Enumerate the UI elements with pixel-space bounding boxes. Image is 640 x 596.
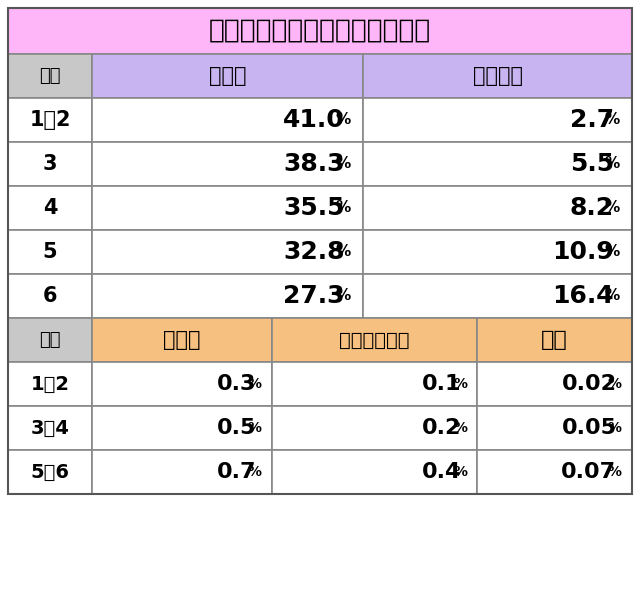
Text: %: % xyxy=(453,465,467,479)
Text: 0.07: 0.07 xyxy=(561,462,616,482)
Bar xyxy=(363,230,632,274)
Text: 0.4: 0.4 xyxy=(422,462,461,482)
Text: 0.02: 0.02 xyxy=(561,374,616,394)
Bar xyxy=(92,274,363,318)
Text: 超高確へ: 超高確へ xyxy=(472,66,522,86)
Bar xyxy=(477,362,632,406)
Bar xyxy=(272,362,477,406)
Text: 38.3: 38.3 xyxy=(284,152,345,176)
Text: %: % xyxy=(608,377,622,391)
Text: %: % xyxy=(248,465,262,479)
Bar xyxy=(363,54,632,98)
Text: 0.7: 0.7 xyxy=(217,462,257,482)
Text: 2.7: 2.7 xyxy=(570,108,614,132)
Bar xyxy=(92,406,272,450)
Bar xyxy=(363,274,632,318)
Bar xyxy=(363,98,632,142)
Bar xyxy=(8,8,632,54)
Text: 高確へ: 高確へ xyxy=(209,66,246,86)
Text: %: % xyxy=(453,421,467,435)
Bar xyxy=(92,142,363,186)
Text: %: % xyxy=(605,288,620,303)
Text: 27.3: 27.3 xyxy=(284,284,345,308)
Text: 0.5: 0.5 xyxy=(217,418,257,438)
Text: ノックアウト: ノックアウト xyxy=(339,331,410,349)
Text: バトル: バトル xyxy=(163,330,201,350)
Bar xyxy=(363,186,632,230)
Bar xyxy=(8,186,92,230)
Text: 5: 5 xyxy=(43,242,58,262)
Text: 弱スイカ（リールロックなし）: 弱スイカ（リールロックなし） xyxy=(209,18,431,44)
Bar xyxy=(8,318,92,362)
Text: 1・2: 1・2 xyxy=(31,374,70,393)
Bar xyxy=(477,450,632,494)
Bar xyxy=(8,98,92,142)
Text: 0.1: 0.1 xyxy=(422,374,461,394)
Text: %: % xyxy=(605,200,620,216)
Text: 0.05: 0.05 xyxy=(561,418,616,438)
Text: %: % xyxy=(336,200,351,216)
Bar xyxy=(363,142,632,186)
Text: 41.0: 41.0 xyxy=(283,108,345,132)
Text: %: % xyxy=(248,377,262,391)
Text: 0.2: 0.2 xyxy=(422,418,461,438)
Bar xyxy=(272,318,477,362)
Bar xyxy=(92,186,363,230)
Text: 16.4: 16.4 xyxy=(552,284,614,308)
Bar xyxy=(92,230,363,274)
Bar xyxy=(92,450,272,494)
Text: %: % xyxy=(605,113,620,128)
Text: 設定: 設定 xyxy=(39,331,61,349)
Bar xyxy=(92,54,363,98)
Text: %: % xyxy=(605,157,620,172)
Text: 設定: 設定 xyxy=(39,67,61,85)
Text: %: % xyxy=(336,288,351,303)
Bar xyxy=(92,362,272,406)
Text: 10.9: 10.9 xyxy=(552,240,614,264)
Bar xyxy=(272,406,477,450)
Text: %: % xyxy=(336,244,351,259)
Text: %: % xyxy=(453,377,467,391)
Text: 1・2: 1・2 xyxy=(29,110,71,130)
Bar xyxy=(8,54,92,98)
Text: 35.5: 35.5 xyxy=(284,196,345,220)
Text: 3: 3 xyxy=(43,154,57,174)
Text: 8.2: 8.2 xyxy=(570,196,614,220)
Bar xyxy=(8,142,92,186)
Text: %: % xyxy=(608,465,622,479)
Text: 4: 4 xyxy=(43,198,57,218)
Text: 5.5: 5.5 xyxy=(570,152,614,176)
Bar xyxy=(8,230,92,274)
Bar xyxy=(8,362,92,406)
Text: 0.3: 0.3 xyxy=(217,374,257,394)
Bar xyxy=(8,406,92,450)
Text: 5・6: 5・6 xyxy=(31,462,70,482)
Text: %: % xyxy=(248,421,262,435)
Text: 3・4: 3・4 xyxy=(31,418,69,437)
Bar xyxy=(92,98,363,142)
Text: %: % xyxy=(336,157,351,172)
Bar xyxy=(477,406,632,450)
Bar xyxy=(8,8,632,494)
Text: 帝王: 帝王 xyxy=(541,330,568,350)
Text: %: % xyxy=(336,113,351,128)
Bar xyxy=(477,318,632,362)
Text: 6: 6 xyxy=(43,286,57,306)
Bar xyxy=(272,450,477,494)
Bar xyxy=(8,274,92,318)
Text: 32.8: 32.8 xyxy=(284,240,345,264)
Text: %: % xyxy=(605,244,620,259)
Text: %: % xyxy=(608,421,622,435)
Bar xyxy=(92,318,272,362)
Bar xyxy=(8,450,92,494)
